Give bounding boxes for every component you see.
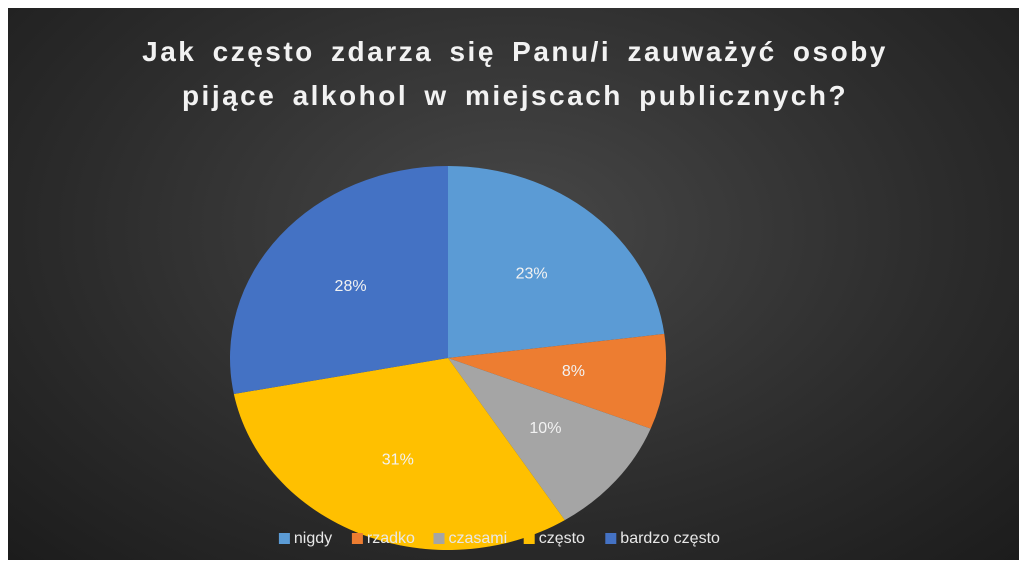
legend-label: nigdy [294, 530, 332, 547]
pie-slice [233, 358, 565, 551]
legend-swatch [351, 533, 363, 544]
legend-label: rzadko [367, 530, 415, 547]
data-label: 28% [335, 278, 367, 295]
data-label: 8% [562, 363, 585, 380]
legend-label: czasami [449, 530, 508, 547]
data-label: 10% [529, 420, 561, 437]
chart-title: Jak często zdarza się Panu/i zauważyć os… [142, 36, 888, 111]
pie-slice [448, 166, 665, 358]
legend-label: bardzo często [620, 530, 720, 547]
legend-swatch [523, 533, 535, 544]
data-label: 23% [516, 266, 548, 283]
chart: Jak często zdarza się Panu/i zauważyć os… [8, 8, 1019, 560]
legend-swatch [433, 533, 445, 544]
pie-slice [448, 333, 666, 429]
data-label: 31% [382, 451, 414, 468]
legend-swatch [605, 533, 617, 544]
plot: 23% 8% 10% 31% 28% nigdy rzadko czasami często ba… [229, 166, 720, 551]
legend-label: często [539, 530, 585, 547]
pie-slice [448, 358, 651, 521]
legend-swatch [278, 533, 290, 544]
pie-slice [229, 166, 448, 394]
